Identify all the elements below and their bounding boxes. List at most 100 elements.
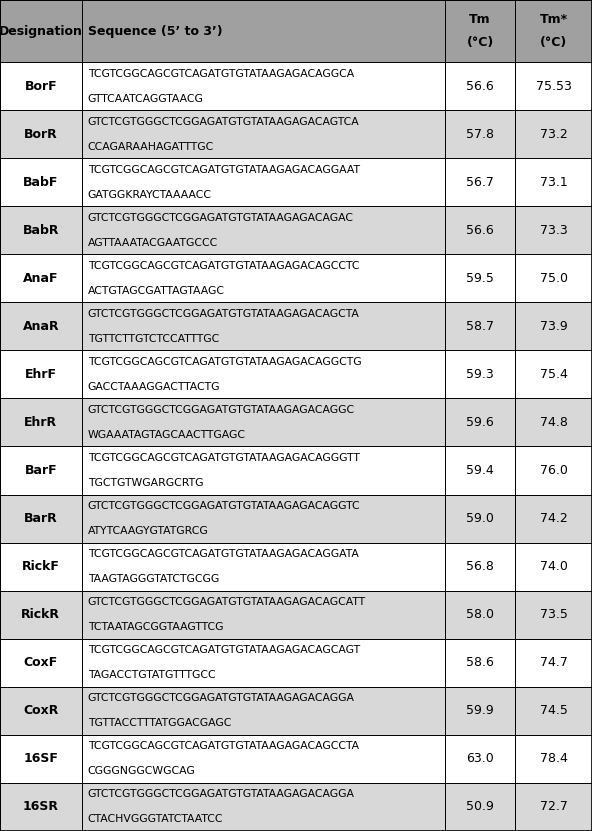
Text: 50.9: 50.9 (466, 800, 494, 814)
Text: GTCTCGTGGGCTCGGAGATGTGTATAAGAGACAGAC: GTCTCGTGGGCTCGGAGATGTGTATAAGAGACAGAC (88, 213, 353, 223)
Text: Tm*: Tm* (539, 13, 568, 27)
Bar (515, 398, 592, 446)
Text: ATYTCAAGYGTATGRCG: ATYTCAAGYGTATGRCG (88, 526, 208, 536)
Text: RickF: RickF (22, 560, 60, 573)
Text: 59.9: 59.9 (466, 705, 494, 717)
Text: CCAGARAAHAGATTTGC: CCAGARAAHAGATTTGC (88, 141, 214, 151)
Bar (515, 543, 592, 591)
Bar (82, 302, 445, 351)
Text: CGGGNGGCWGCAG: CGGGNGGCWGCAG (88, 766, 195, 776)
Text: AnaF: AnaF (23, 272, 59, 285)
Text: 16SF: 16SF (24, 752, 58, 765)
Bar (445, 254, 515, 302)
Bar (515, 110, 592, 158)
Bar (0, 302, 82, 351)
Bar (515, 62, 592, 110)
Bar (82, 735, 445, 783)
Text: AnaR: AnaR (22, 320, 59, 333)
Bar (445, 206, 515, 254)
Text: CoxF: CoxF (24, 656, 58, 669)
Text: GTCTCGTGGGCTCGGAGATGTGTATAAGAGACAGGA: GTCTCGTGGGCTCGGAGATGTGTATAAGAGACAGGA (88, 693, 355, 703)
Bar (445, 302, 515, 351)
Bar (445, 446, 515, 494)
Text: BarR: BarR (24, 512, 58, 525)
Bar (0, 639, 82, 686)
Bar (0, 446, 82, 494)
Bar (0, 543, 82, 591)
Text: GTCTCGTGGGCTCGGAGATGTGTATAAGAGACAGCATT: GTCTCGTGGGCTCGGAGATGTGTATAAGAGACAGCATT (88, 597, 366, 607)
Text: 58.0: 58.0 (466, 608, 494, 622)
Text: EhrR: EhrR (24, 416, 57, 429)
Text: TCGTCGGCAGCGTCAGATGTGTATAAGAGACAGGCTG: TCGTCGGCAGCGTCAGATGTGTATAAGAGACAGGCTG (88, 356, 361, 367)
Bar (0, 206, 82, 254)
Bar (445, 686, 515, 735)
Bar (515, 494, 592, 543)
Bar (515, 351, 592, 398)
Text: 73.9: 73.9 (540, 320, 567, 333)
Bar (445, 639, 515, 686)
Text: RickR: RickR (21, 608, 60, 622)
Bar (445, 158, 515, 206)
Text: GTCTCGTGGGCTCGGAGATGTGTATAAGAGACAGGA: GTCTCGTGGGCTCGGAGATGTGTATAAGAGACAGGA (88, 789, 355, 799)
Bar (82, 206, 445, 254)
Text: Designation: Designation (0, 24, 83, 37)
Text: GTTCAATCAGGTAACG: GTTCAATCAGGTAACG (88, 94, 204, 104)
Text: 73.1: 73.1 (540, 175, 567, 189)
Bar (445, 543, 515, 591)
Text: TAAGTAGGGTATCTGCGG: TAAGTAGGGTATCTGCGG (88, 574, 219, 584)
Text: 75.53: 75.53 (536, 80, 571, 92)
Bar (0, 686, 82, 735)
Text: 73.5: 73.5 (539, 608, 568, 622)
Text: 73.3: 73.3 (540, 224, 567, 237)
Text: (°C): (°C) (540, 36, 567, 49)
Text: 63.0: 63.0 (466, 752, 494, 765)
Bar (445, 735, 515, 783)
Text: 72.7: 72.7 (539, 800, 568, 814)
Bar (82, 351, 445, 398)
Text: TCGTCGGCAGCGTCAGATGTGTATAAGAGACAGGCA: TCGTCGGCAGCGTCAGATGTGTATAAGAGACAGGCA (88, 68, 354, 79)
Text: BarF: BarF (24, 464, 57, 477)
Text: TCTAATAGCGGTAAGTTCG: TCTAATAGCGGTAAGTTCG (88, 622, 223, 632)
Text: BorR: BorR (24, 128, 58, 140)
Text: (°C): (°C) (466, 36, 494, 49)
Text: TGTTCTTGTCTCCATTTGC: TGTTCTTGTCTCCATTTGC (88, 334, 219, 344)
Text: GATGGKRAYCTAAAACC: GATGGKRAYCTAAAACC (88, 189, 212, 199)
Bar (0, 735, 82, 783)
Text: CTACHVGGGTATCTAATCC: CTACHVGGGTATCTAATCC (88, 814, 223, 824)
Text: 58.6: 58.6 (466, 656, 494, 669)
Bar (82, 158, 445, 206)
Bar (82, 0, 445, 62)
Bar (82, 62, 445, 110)
Bar (515, 735, 592, 783)
Text: TCGTCGGCAGCGTCAGATGTGTATAAGAGACAGCAGT: TCGTCGGCAGCGTCAGATGTGTATAAGAGACAGCAGT (88, 646, 360, 656)
Text: 59.4: 59.4 (466, 464, 494, 477)
Bar (82, 591, 445, 639)
Text: GTCTCGTGGGCTCGGAGATGTGTATAAGAGACAGGC: GTCTCGTGGGCTCGGAGATGTGTATAAGAGACAGGC (88, 405, 355, 415)
Bar (82, 254, 445, 302)
Text: 56.6: 56.6 (466, 224, 494, 237)
Text: BorF: BorF (24, 80, 57, 92)
Bar (445, 494, 515, 543)
Bar (0, 591, 82, 639)
Bar (515, 686, 592, 735)
Bar (515, 254, 592, 302)
Text: Sequence (5’ to 3’): Sequence (5’ to 3’) (88, 24, 223, 37)
Text: 74.8: 74.8 (539, 416, 568, 429)
Bar (515, 158, 592, 206)
Text: 56.7: 56.7 (466, 175, 494, 189)
Bar (445, 591, 515, 639)
Bar (515, 639, 592, 686)
Bar (515, 591, 592, 639)
Bar (82, 783, 445, 831)
Bar (515, 206, 592, 254)
Bar (0, 783, 82, 831)
Text: 78.4: 78.4 (539, 752, 568, 765)
Bar (0, 254, 82, 302)
Text: 57.8: 57.8 (466, 128, 494, 140)
Text: AGTTAAATACGAATGCCC: AGTTAAATACGAATGCCC (88, 238, 218, 248)
Text: 75.4: 75.4 (539, 368, 568, 381)
Text: 73.2: 73.2 (540, 128, 567, 140)
Bar (82, 446, 445, 494)
Text: CoxR: CoxR (23, 705, 59, 717)
Text: 75.0: 75.0 (539, 272, 568, 285)
